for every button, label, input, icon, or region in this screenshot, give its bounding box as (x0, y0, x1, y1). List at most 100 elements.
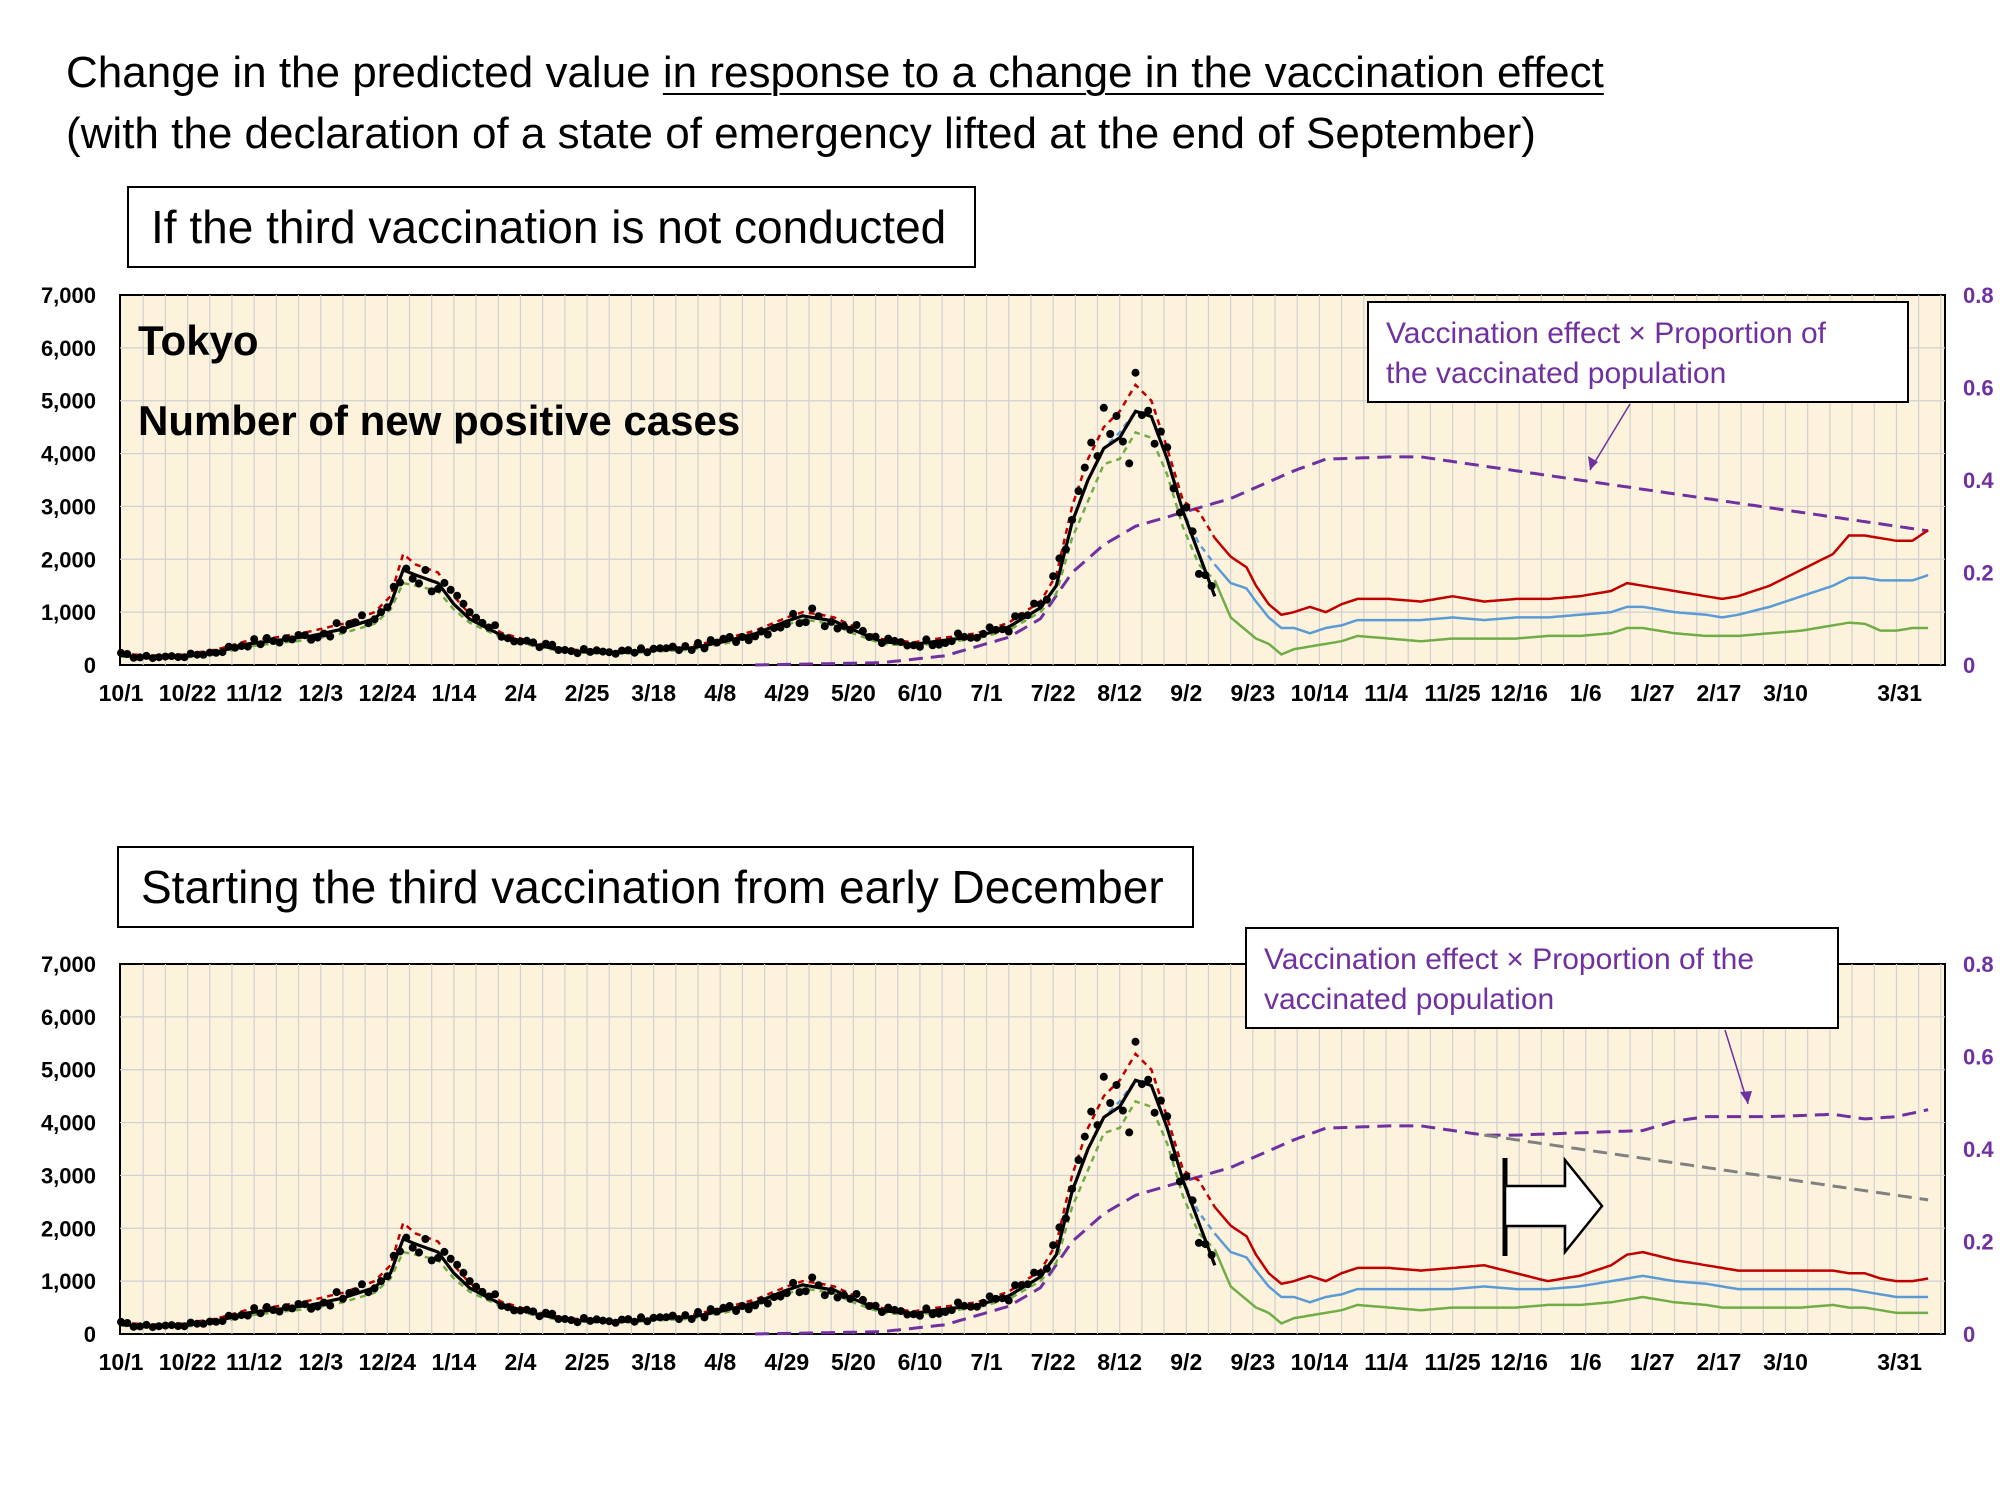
y-left-tick-label: 1,000 (41, 1269, 96, 1294)
observed-point (1093, 452, 1102, 461)
observed-point (656, 1313, 664, 1322)
observed-point (1061, 545, 1070, 554)
observed-point (966, 1302, 975, 1311)
x-tick-label: 11/4 (1364, 1349, 1408, 1375)
x-tick-label: 5/20 (831, 680, 876, 706)
observed-point (370, 1284, 379, 1293)
observed-point (1150, 1108, 1159, 1117)
y-left-tick-label: 5,000 (41, 1058, 96, 1083)
observed-point (123, 1319, 132, 1327)
observed-point (605, 648, 614, 657)
observed-point (427, 1256, 436, 1265)
upper-prediction-line (1213, 1206, 1929, 1286)
observed-point (1049, 572, 1058, 581)
observed-point (573, 1318, 582, 1327)
observed-point (535, 643, 544, 652)
observed-point (529, 1307, 538, 1316)
observed-point (1156, 1096, 1165, 1105)
observed-point (852, 1290, 861, 1298)
observed-point (472, 613, 481, 622)
observed-point (1169, 484, 1178, 493)
observed-point (751, 1301, 760, 1310)
observed-point (706, 636, 715, 645)
observed-point (497, 1301, 506, 1310)
observed-point (662, 644, 671, 653)
y-left-tick-label: 1,000 (41, 600, 96, 625)
x-tick-label: 11/12 (226, 680, 282, 706)
observed-point (992, 625, 1000, 634)
observed-point (548, 1309, 557, 1318)
y-right-tick-label: 0.4 (1963, 1137, 1994, 1162)
observed-point (795, 1288, 804, 1297)
observed-point (573, 649, 582, 658)
observed-point (782, 1289, 791, 1298)
observed-point (288, 635, 297, 644)
observed-point (630, 648, 639, 657)
observed-point (338, 1294, 347, 1303)
observed-point (586, 1316, 595, 1325)
observed-point (250, 1304, 259, 1313)
observed-point (129, 1322, 138, 1331)
y-right-tick-label: 0 (1963, 1322, 1975, 1347)
x-tick-label: 12/16 (1490, 1349, 1548, 1375)
observed-point (1011, 1281, 1020, 1290)
x-axis-2: 10/1 10/22 11/12 12/3 12/24 1/14 2/4 2/25 3/18 4/… (99, 1349, 1923, 1375)
observed-point (142, 1320, 151, 1329)
observed-point (890, 1305, 899, 1314)
observed-point (719, 1303, 728, 1312)
observed-point (243, 1311, 252, 1320)
observed-point (579, 1314, 588, 1322)
observed-point (694, 1308, 702, 1316)
observed-point (503, 634, 512, 643)
observed-point (681, 642, 690, 651)
observed-point (332, 1288, 341, 1297)
observed-point (947, 1306, 956, 1315)
observed-point (1087, 1107, 1096, 1116)
observed-point (928, 641, 937, 650)
callout-1-line-1: Vaccination effect × Proportion of (1386, 317, 1827, 350)
observed-point (554, 646, 563, 654)
observed-point (1188, 527, 1197, 536)
observed-point (332, 619, 341, 628)
observed-point (1004, 1296, 1013, 1305)
observed-point (744, 636, 753, 645)
observed-point (453, 591, 462, 600)
observed-point (1030, 1268, 1039, 1277)
observed-point (123, 650, 132, 658)
observed-point (1042, 595, 1051, 604)
callout-2: Vaccination effect × Proportion of the v… (1245, 927, 1839, 1105)
observed-point (858, 626, 867, 635)
y-left-tick-label: 2,000 (41, 1216, 96, 1241)
observed-point (713, 1307, 721, 1316)
observed-point (224, 642, 233, 651)
observed-point (1011, 612, 1020, 621)
x-tick-label: 9/23 (1230, 1349, 1275, 1375)
observed-point (186, 649, 195, 658)
x-axis-1: 10/1 10/22 11/12 12/3 12/24 1/14 2/4 2/25 3/18 4/… (99, 680, 1923, 706)
metric-title: Number of new positive cases (138, 397, 740, 444)
observed-point (218, 648, 227, 657)
scenario-label-2: Starting the third vaccination from earl… (117, 846, 1194, 928)
observed-point (345, 1289, 354, 1297)
observed-point (396, 578, 404, 587)
observed-point (871, 1301, 880, 1310)
observed-point (877, 639, 886, 647)
observed-point (535, 1312, 544, 1321)
observed-point (218, 1317, 227, 1326)
x-tick-label: 12/24 (359, 680, 417, 706)
observed-point (319, 1298, 328, 1307)
x-tick-label: 2/4 (504, 1349, 536, 1375)
lower-fit-line (120, 430, 1216, 660)
observed-point (1125, 459, 1134, 468)
y-right-tick-label: 0.2 (1963, 561, 1994, 586)
x-tick-label: 3/18 (631, 1349, 676, 1375)
y-left-tick-label: 4,000 (41, 1111, 96, 1136)
observed-point (1118, 437, 1127, 446)
vaccination-effect-line (755, 1108, 1929, 1336)
observed-point (732, 638, 741, 646)
left-axis-1: 0 1,000 2,000 3,000 4,000 5,000 6,000 7,000 (41, 283, 96, 678)
observed-point (1156, 427, 1165, 436)
x-tick-label: 10/14 (1291, 680, 1349, 706)
observed-point (205, 648, 214, 657)
